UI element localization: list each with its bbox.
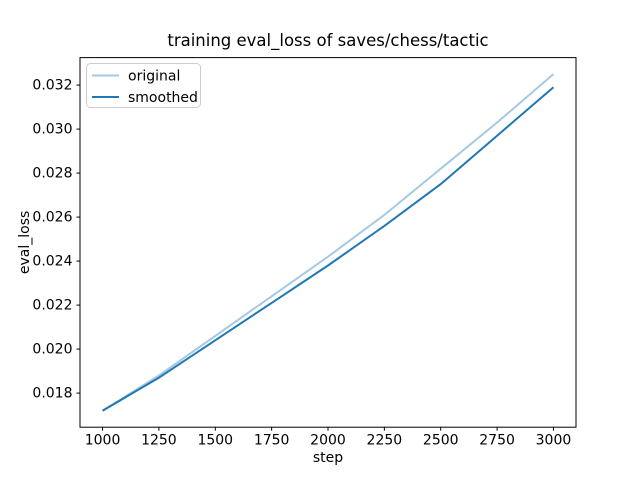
y-tick-label: 0.032 — [32, 77, 72, 93]
x-tick-label: 1500 — [197, 433, 233, 449]
x-tick-label: 2750 — [479, 433, 515, 449]
y-tick-label: 0.030 — [32, 121, 72, 137]
x-tick-label: 2000 — [310, 433, 346, 449]
x-tick-label: 3000 — [536, 433, 572, 449]
x-axis-label: step — [313, 450, 343, 466]
x-tick-label: 2500 — [423, 433, 459, 449]
x-tick-label: 2250 — [367, 433, 403, 449]
x-tick-label: 1000 — [85, 433, 121, 449]
legend-label-smoothed: smoothed — [128, 90, 198, 106]
plot-area — [80, 57, 576, 428]
series-smoothed-line — [102, 86, 555, 412]
y-tick-label: 0.020 — [32, 341, 72, 357]
y-tick-label: 0.028 — [32, 165, 72, 181]
series-original-line — [102, 73, 555, 412]
legend-label-original: original — [128, 68, 180, 84]
y-axis-label: eval_loss — [17, 211, 33, 274]
x-tick-label: 1250 — [141, 433, 177, 449]
y-tick-label: 0.026 — [32, 209, 72, 225]
legend: original smoothed — [86, 63, 201, 108]
x-tick-label: 1750 — [254, 433, 290, 449]
chart-title: training eval_loss of saves/chess/tactic — [167, 31, 488, 51]
y-tick-label: 0.018 — [32, 385, 72, 401]
y-tick-label: 0.022 — [32, 297, 72, 313]
y-tick-label: 0.024 — [32, 253, 72, 269]
